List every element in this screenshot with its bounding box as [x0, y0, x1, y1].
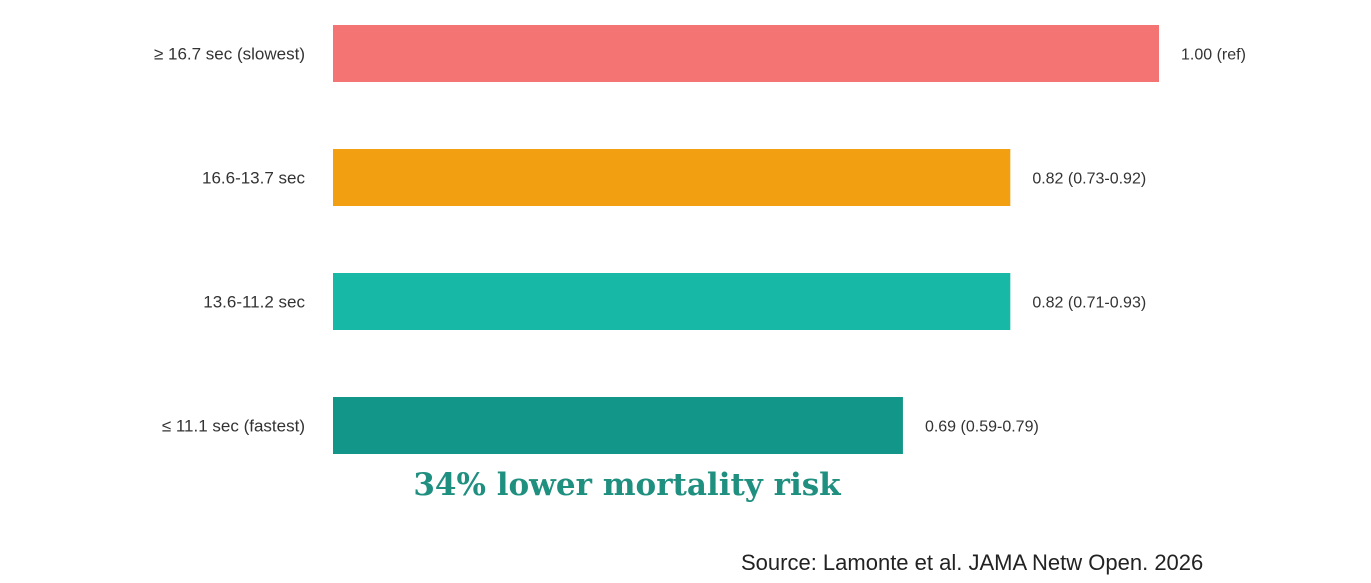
category-label: ≤ 11.1 sec (fastest): [162, 417, 305, 436]
bar: [333, 25, 1159, 82]
value-label: 0.82 (0.73-0.92): [1032, 171, 1146, 188]
bar: [333, 273, 1011, 330]
value-label: 1.00 (ref): [1181, 47, 1246, 64]
value-label: 0.82 (0.71-0.93): [1032, 295, 1146, 312]
bar: [333, 397, 903, 454]
bar: [333, 149, 1011, 206]
annotation-text: 34% lower mortality risk: [413, 467, 842, 503]
source-text: Source: Lamonte et al. JAMA Netw Open. 2…: [741, 550, 1203, 575]
value-label: 0.69 (0.59-0.79): [925, 419, 1039, 436]
category-label: ≥ 16.7 sec (slowest): [154, 45, 305, 64]
category-label: 16.6-13.7 sec: [202, 169, 306, 188]
category-label: 13.6-11.2 sec: [203, 293, 305, 312]
